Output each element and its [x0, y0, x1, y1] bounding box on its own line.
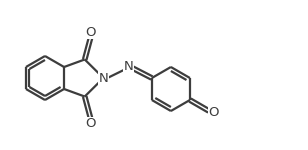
Text: N: N	[99, 72, 108, 84]
Text: O: O	[85, 26, 96, 39]
Text: O: O	[85, 117, 96, 130]
Text: O: O	[209, 105, 219, 118]
Text: N: N	[124, 60, 133, 73]
